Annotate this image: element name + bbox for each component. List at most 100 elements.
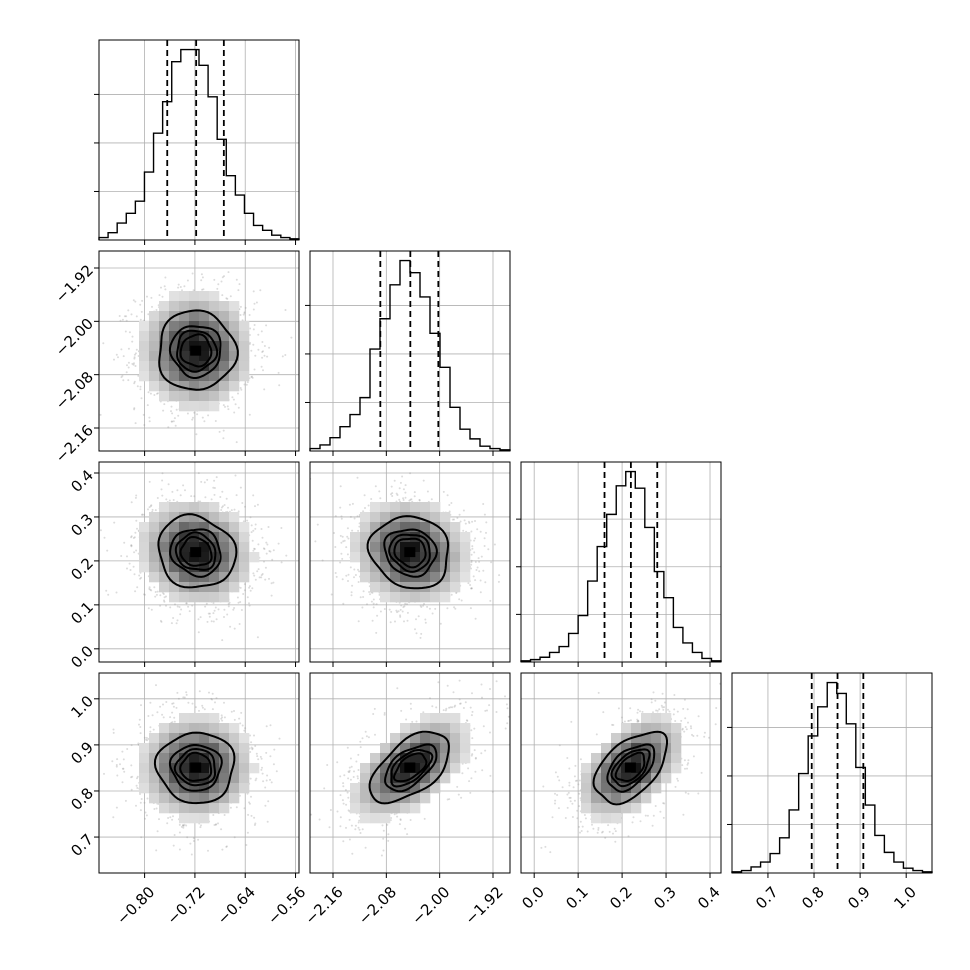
scatter-point: [170, 410, 172, 413]
density-cell: [189, 783, 200, 794]
scatter-point: [251, 587, 254, 590]
scatter-point: [470, 777, 473, 780]
density-cell: [179, 723, 190, 734]
scatter-point: [343, 774, 346, 777]
density-cell: [611, 783, 622, 794]
scatter-point: [374, 485, 377, 488]
scatter-point: [134, 590, 137, 593]
scatter-point: [334, 515, 337, 518]
density-cell: [229, 783, 240, 794]
scatter-point: [333, 532, 335, 534]
scatter-point: [227, 602, 230, 605]
scatter-point: [540, 846, 543, 849]
density-cell: [199, 723, 210, 734]
scatter-point: [251, 748, 254, 751]
scatter-point: [426, 490, 429, 493]
scatter-point: [171, 711, 174, 714]
scatter-point: [227, 271, 230, 274]
scatter-point: [470, 729, 473, 732]
scatter-point: [359, 596, 362, 599]
density-cell: [350, 542, 361, 553]
scatter-point: [629, 707, 632, 710]
scatter-point: [130, 788, 133, 791]
scatter-point: [662, 802, 665, 805]
density-cell: [199, 502, 210, 513]
scatter-point: [156, 590, 159, 593]
scatter-point: [154, 595, 157, 598]
scatter-point: [133, 356, 136, 359]
scatter-point: [452, 691, 455, 694]
density-cell: [440, 773, 451, 784]
scatter-point: [133, 551, 136, 554]
scatter-point: [255, 301, 258, 304]
scatter-point: [246, 596, 249, 599]
scatter-point: [316, 523, 319, 526]
scatter-point: [134, 422, 137, 425]
scatter-point: [172, 705, 175, 708]
density-cell: [179, 512, 190, 523]
scatter-point: [583, 814, 586, 816]
scatter-point: [153, 586, 156, 589]
density-peak: [404, 547, 416, 558]
scatter-point: [191, 604, 194, 607]
scatter-point: [244, 505, 246, 508]
density-cell: [229, 582, 240, 593]
density-cell: [601, 763, 612, 774]
scatter-point: [157, 392, 159, 395]
density-cell: [430, 502, 441, 513]
density-cell: [189, 351, 200, 362]
density-cell: [199, 813, 210, 824]
density-cell: [199, 301, 210, 312]
scatter-point: [345, 546, 348, 549]
scatter-point: [349, 778, 352, 781]
scatter-point: [253, 547, 256, 550]
density-cell: [440, 522, 451, 533]
density-cell: [440, 582, 451, 593]
density-cell: [380, 763, 391, 774]
scatter-point: [584, 817, 587, 820]
scatter-point: [265, 725, 268, 728]
density-cell: [229, 341, 240, 352]
scatter-point: [484, 709, 487, 712]
scatter-point: [674, 720, 677, 722]
scatter-point: [199, 616, 202, 619]
scatter-point: [402, 606, 405, 609]
scatter-point: [260, 365, 263, 368]
density-cell: [661, 753, 672, 764]
scatter-point: [176, 691, 179, 694]
density-cell: [199, 391, 210, 402]
density-cell: [159, 502, 170, 513]
scatter-point: [161, 591, 164, 594]
density-cell: [671, 743, 682, 754]
scatter-point: [148, 480, 151, 483]
density-cell: [390, 793, 401, 804]
scatter-point: [470, 561, 473, 564]
scatter-point: [210, 697, 213, 700]
density-cell: [390, 522, 401, 533]
density-cell: [149, 321, 160, 332]
scatter-point: [415, 618, 417, 621]
scatter-point: [442, 709, 445, 712]
scatter-point: [413, 491, 416, 494]
scatter-point: [182, 824, 185, 827]
density-cell: [209, 502, 220, 513]
scatter-point: [348, 771, 351, 774]
scatter-point: [160, 620, 163, 623]
scatter-point: [257, 543, 260, 546]
scatter-point: [485, 531, 487, 534]
scatter-point: [390, 817, 393, 819]
scatter-point: [251, 747, 254, 750]
scatter-point: [167, 483, 170, 486]
scatter-point: [470, 587, 473, 590]
scatter-point: [627, 835, 630, 838]
scatter-point: [130, 536, 133, 539]
scatter-point: [462, 509, 465, 512]
density-cell: [169, 522, 180, 533]
scatter-point: [215, 476, 218, 479]
density-cell: [370, 562, 381, 573]
scatter-point: [281, 355, 284, 358]
density-cell: [631, 733, 642, 744]
y-tick-label: 0.7: [67, 830, 97, 860]
scatter-point: [398, 487, 401, 490]
density-cell: [440, 552, 451, 563]
